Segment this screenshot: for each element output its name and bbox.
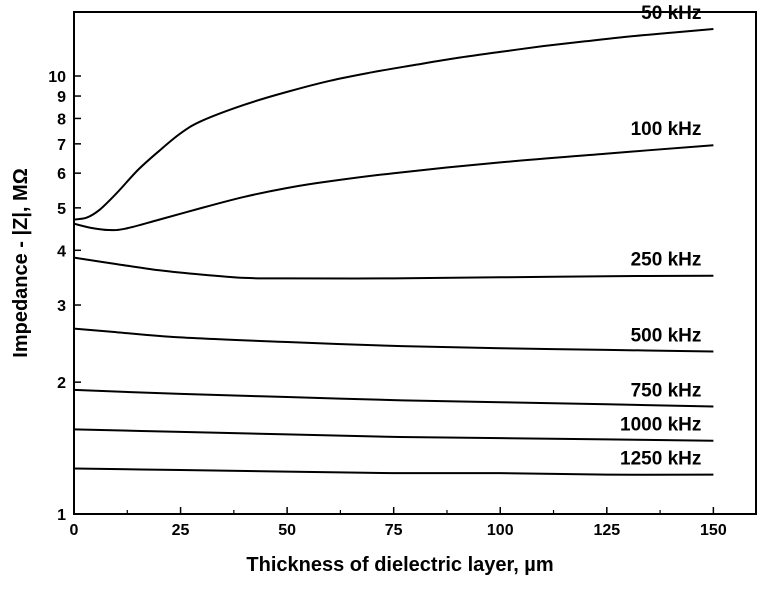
plot-frame [73, 11, 757, 515]
series-label: 1250 kHz [620, 449, 701, 470]
x-tick-label: 50 [278, 522, 296, 539]
x-tick-label: 75 [385, 522, 403, 539]
y-tick-label: 8 [57, 111, 66, 128]
series-label: 750 kHz [631, 380, 702, 401]
x-tick-label: 150 [700, 522, 727, 539]
x-tick-label: 125 [593, 522, 620, 539]
y-tick-label: 10 [48, 69, 66, 86]
axis-ticks: 0 25 50 75 100 125 150 1 2 3 4 5 6 7 8 9 10 [48, 69, 727, 539]
x-axis-title: Thickness of dielectric layer, µm [246, 554, 553, 576]
x-tick-label: 100 [487, 522, 514, 539]
x-tick-label: 25 [172, 522, 190, 539]
y-tick-label: 9 [57, 89, 66, 106]
y-axis-title: Impedance - |Z|, MΩ [10, 168, 32, 357]
series-line [73, 28, 714, 221]
series-label: 100 kHz [631, 119, 702, 140]
y-tick-label: 5 [57, 201, 66, 218]
series-line [73, 428, 714, 442]
series-line [73, 256, 714, 280]
y-tick-label: 7 [57, 137, 66, 154]
series-labels: 50 kHz 100 kHz 250 kHz 500 kHz 750 kHz 1000 k… [620, 3, 701, 470]
x-tick-label: 0 [70, 522, 79, 539]
series-label: 50 kHz [641, 3, 701, 24]
series-line [73, 327, 714, 353]
y-tick-label: 1 [57, 507, 66, 524]
y-tick-label: 2 [57, 375, 66, 392]
series-line [73, 388, 714, 408]
series-label: 500 kHz [631, 325, 702, 346]
y-tick-label: 3 [57, 298, 66, 315]
series-lines [73, 28, 714, 476]
series-line [73, 467, 714, 476]
series-label: 250 kHz [631, 250, 702, 271]
y-tick-label: 6 [57, 166, 66, 183]
series-line [73, 144, 714, 232]
y-tick-label: 4 [57, 243, 66, 260]
series-label: 1000 kHz [620, 415, 701, 436]
